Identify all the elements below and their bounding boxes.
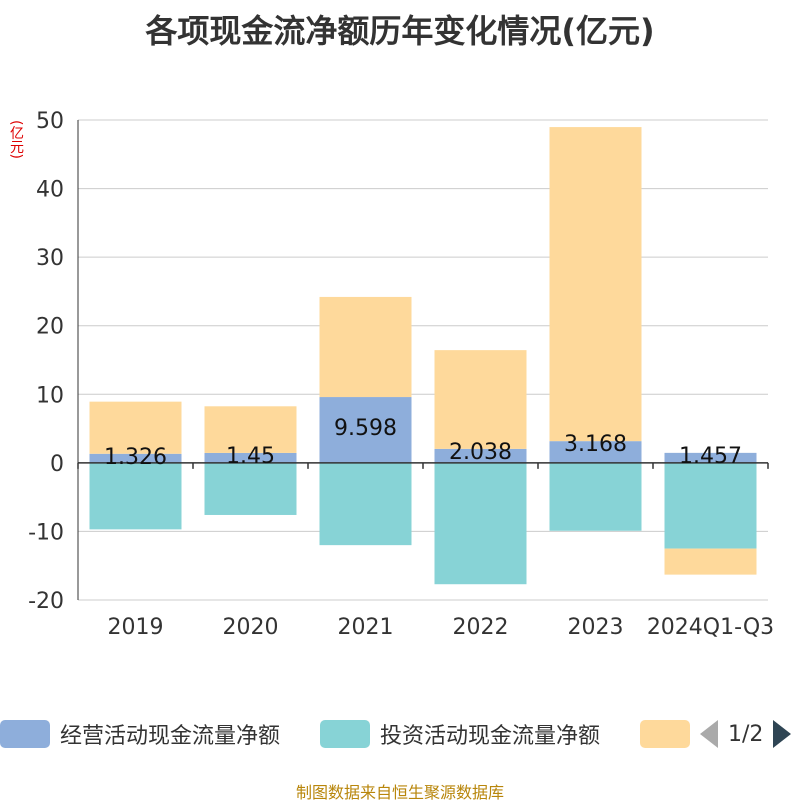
legend-swatch-operating bbox=[0, 720, 50, 748]
data-label: 9.598 bbox=[334, 416, 397, 441]
bar-series-1 bbox=[319, 462, 412, 546]
bar-series-0 bbox=[89, 453, 182, 463]
bar-series-2 bbox=[664, 548, 757, 575]
legend-item-investing[interactable]: 投资活动现金流量净额 bbox=[320, 716, 600, 752]
y-tick-label: -20 bbox=[28, 589, 64, 614]
bar-series-1 bbox=[204, 462, 297, 515]
y-tick-label: 30 bbox=[36, 246, 64, 271]
bar-series-1 bbox=[664, 462, 757, 549]
chart-title: 各项现金流净额历年变化情况(亿元) bbox=[145, 12, 655, 50]
pager-prev-arrow-icon[interactable] bbox=[700, 720, 718, 748]
bar-series-2 bbox=[89, 401, 182, 454]
data-label: 1.326 bbox=[104, 445, 167, 470]
x-tick-label: 2020 bbox=[223, 615, 279, 640]
bar-series-0 bbox=[434, 448, 527, 463]
y-tick-label: 20 bbox=[36, 315, 64, 340]
bar-series-2 bbox=[434, 350, 527, 449]
legend-swatch-financing bbox=[640, 720, 690, 748]
y-tick-label: -10 bbox=[28, 520, 64, 545]
legend-pager: 1/2 bbox=[700, 716, 792, 752]
bar-series-0 bbox=[319, 397, 412, 463]
bar-series-1 bbox=[434, 462, 527, 585]
source-note: 制图数据来自恒生聚源数据库 bbox=[295, 783, 504, 802]
legend-label-investing: 投资活动现金流量净额 bbox=[380, 724, 601, 749]
y-tick-label: 10 bbox=[36, 383, 64, 408]
y-tick-label: 0 bbox=[50, 452, 64, 477]
legend-swatch-investing bbox=[320, 720, 370, 748]
data-label: 2.038 bbox=[449, 440, 512, 465]
pager-next-arrow-icon[interactable] bbox=[773, 720, 792, 748]
bar-series-1 bbox=[89, 462, 182, 530]
data-label: 1.45 bbox=[226, 444, 275, 469]
data-label: 3.168 bbox=[564, 432, 627, 457]
y-axis-unit: (亿元) bbox=[8, 120, 24, 159]
y-tick-label: 40 bbox=[36, 178, 64, 203]
x-tick-label: 2024Q1-Q3 bbox=[647, 615, 774, 640]
x-tick-label: 2021 bbox=[338, 615, 394, 640]
bar-series-2 bbox=[549, 127, 642, 442]
x-tick-label: 2022 bbox=[453, 615, 509, 640]
bar-series-0 bbox=[664, 452, 757, 463]
cash-flow-chart: -20 -10 0 10 20 30 40 50 1.326 1.45 9.598 2.038 3.16… bbox=[28, 109, 774, 640]
bar-series-0 bbox=[204, 452, 297, 463]
x-tick-label: 2023 bbox=[568, 615, 624, 640]
bar-series-2 bbox=[319, 296, 412, 398]
bar-series-1 bbox=[549, 462, 642, 531]
x-tick-label: 2019 bbox=[108, 615, 164, 640]
pager-text: 1/2 bbox=[728, 721, 764, 747]
bar-series-0 bbox=[549, 441, 642, 463]
legend-item-financing[interactable] bbox=[640, 716, 690, 752]
legend-label-operating: 经营活动现金流量净额 bbox=[60, 724, 281, 749]
data-label: 1.457 bbox=[679, 444, 742, 469]
bar-series-2 bbox=[204, 406, 297, 453]
y-tick-label: 50 bbox=[36, 109, 64, 134]
legend-item-operating[interactable]: 经营活动现金流量净额 bbox=[0, 716, 280, 752]
legend: 经营活动现金流量净额 投资活动现金流量净额 1/2 bbox=[0, 716, 800, 752]
